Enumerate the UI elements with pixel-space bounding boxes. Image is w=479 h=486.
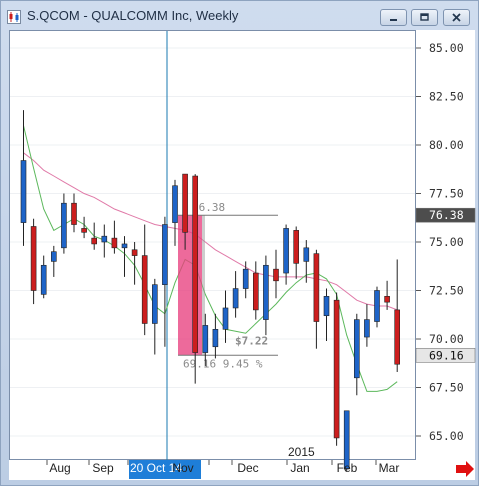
candle-up[interactable] [50,251,57,262]
candle-down[interactable] [333,299,340,439]
y-tick-label: 67.50 [429,381,464,395]
candle-up[interactable] [162,224,168,285]
measurement-change-label: $7.22 [235,334,268,347]
candle-up[interactable] [343,410,350,470]
candle-up[interactable] [101,235,108,243]
y-tick-label: 70.00 [429,332,464,346]
candlestick-app-icon [7,10,21,24]
candle-down[interactable] [81,228,87,233]
candle-down[interactable] [293,230,300,264]
candle-down[interactable] [192,175,198,353]
candle-up[interactable] [303,247,310,262]
y-tick-label: 77.50 [429,187,464,201]
measurement-bar[interactable] [178,215,202,356]
candle-up[interactable] [212,328,219,348]
x-tick-label: Jan [290,461,309,475]
price-marker [415,207,476,223]
candle-up[interactable] [20,160,27,223]
candle-down[interactable] [394,309,401,365]
x-tick-label: Feb [337,461,358,475]
candle-up[interactable] [202,325,209,353]
candle-down[interactable] [141,255,148,324]
plot-area[interactable] [9,30,416,460]
y-tick-label: 85.00 [429,41,464,55]
candle-up[interactable] [222,307,229,330]
window-title: S.QCOM - QUALCOMM Inc, Weekly [27,8,239,23]
y-tick-label: 82.50 [429,90,464,104]
candle-up[interactable] [263,264,269,320]
scroll-right-arrow-icon[interactable] [456,461,474,477]
candle-up[interactable] [172,185,178,223]
candle-up[interactable] [374,290,380,322]
candle-up[interactable] [232,288,239,309]
time-axis-cursor [129,460,201,479]
time-axis[interactable] [9,460,475,480]
x-tick-label: 20 Oct 14 [130,461,182,475]
y-tick-label: 80.00 [429,138,464,152]
candle-down[interactable] [111,237,118,249]
x-tick-label: Sep [92,461,114,475]
moving-average-slow [23,152,398,311]
close-icon [452,13,461,22]
measurement-detail-label: 69.16 9.45 % [183,357,263,370]
close-button[interactable] [443,9,470,26]
candle-down[interactable] [91,237,97,245]
price-marker [415,347,476,363]
x-tick-label: Aug [49,461,70,475]
y-tick-label: 75.00 [429,235,464,249]
candle-up[interactable] [242,268,249,289]
candle-up[interactable] [40,264,47,295]
measurement-bar-shadow [202,215,205,356]
restore-button[interactable] [411,9,438,26]
price-marker-label: 69.16 [429,348,464,362]
candle-up[interactable] [353,319,360,379]
candle-up[interactable] [323,296,330,317]
candle-up[interactable] [283,228,289,274]
moving-average-fast [23,125,398,392]
candle-down[interactable] [253,272,259,311]
candle-down[interactable] [313,253,320,322]
price-marker-label: 76.38 [429,208,464,222]
minimize-button[interactable] [380,9,407,26]
candle-down[interactable] [30,226,37,291]
candle-up[interactable] [121,243,128,249]
minimize-icon [390,19,397,21]
y-tick-label: 72.50 [429,284,464,298]
candle-down[interactable] [273,268,279,282]
x-tick-label: Nov [172,461,193,475]
candle-down[interactable] [384,296,390,303]
year-marker: 2015 [288,445,315,459]
y-tick-label: 65.00 [429,429,464,443]
measurement-start-label: 76.38 [192,201,225,214]
candle-down[interactable] [182,173,188,233]
candle-up[interactable] [364,319,370,338]
candle-down[interactable] [71,202,77,225]
title-bar[interactable]: S.QCOM - QUALCOMM Inc, Weekly [1,1,478,31]
candle-up[interactable] [152,284,158,324]
candle-down[interactable] [131,249,138,256]
candle-up[interactable] [61,202,67,249]
x-tick-label: Mar [379,461,400,475]
restore-icon [420,13,429,21]
price-axis[interactable] [416,30,475,460]
x-tick-label: Dec [237,461,258,475]
